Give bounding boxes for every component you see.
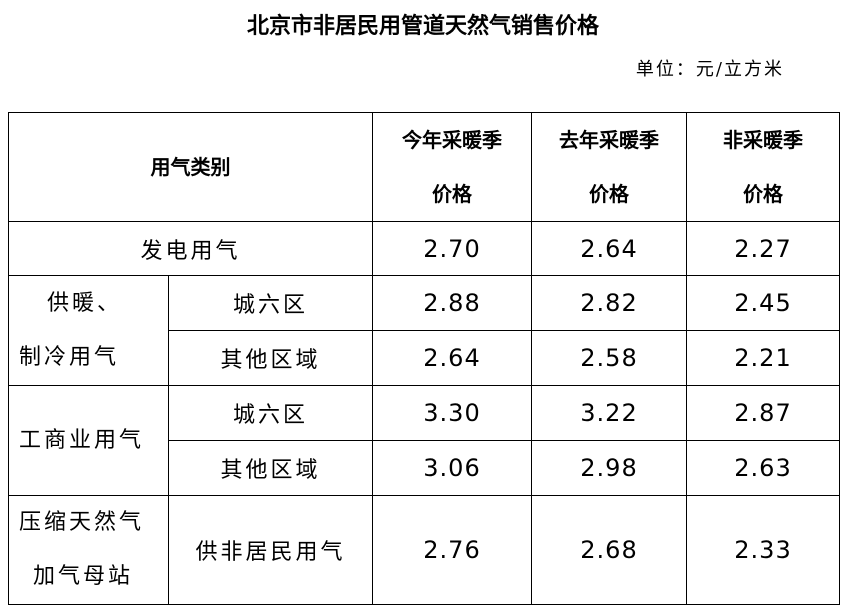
price-cell: 2.70: [372, 221, 532, 276]
price-cell: 2.63: [686, 440, 840, 496]
price-cell: 2.68: [531, 495, 687, 605]
price-table: 用气类别 今年采暖季 价格 去年采暖季 价格 非采暖季 价格 发电用气 2.70 2.…: [8, 112, 840, 605]
price-cell: 3.30: [372, 385, 532, 441]
price-cell: 2.88: [372, 275, 532, 331]
header-category: 用气类别: [8, 112, 373, 222]
price-cell: 2.64: [372, 330, 532, 386]
row-label: 发电用气: [8, 221, 373, 276]
table-row: 供暖、 制冷用气 城六区 2.88 2.82 2.45: [8, 275, 840, 386]
table-row: 其他区域 3.06 2.98 2.63: [9, 440, 840, 496]
row-label: 其他区域: [168, 440, 373, 496]
header-row: 用气类别 今年采暖季 价格 去年采暖季 价格 非采暖季 价格: [8, 112, 840, 222]
price-cell: 2.45: [686, 275, 840, 331]
header-last-heating-season: 去年采暖季 价格: [531, 112, 687, 222]
row-label: 供非居民用气: [168, 495, 373, 605]
price-cell: 2.98: [531, 440, 687, 496]
price-cell: 3.06: [372, 440, 532, 496]
unit-label: 单位：元/立方米: [635, 59, 784, 80]
price-cell: 2.87: [686, 385, 840, 441]
price-cell: 3.22: [531, 385, 687, 441]
table-row: 压缩天然气 加气母站 供非居民用气 2.76 2.68 2.33: [8, 495, 840, 605]
table-row: 发电用气 2.70 2.64 2.27: [8, 221, 840, 276]
row-label: 其他区域: [168, 330, 373, 386]
price-cell: 2.64: [531, 221, 687, 276]
price-cell: 2.82: [531, 275, 687, 331]
page-title: 北京市非居民用管道天然气销售价格: [246, 14, 599, 39]
price-cell: 2.33: [686, 495, 840, 605]
price-cell: 2.27: [686, 221, 840, 276]
price-cell: 2.58: [531, 330, 687, 386]
group-label: 供暖、 制冷用气: [8, 275, 169, 386]
header-non-heating-season: 非采暖季 价格: [686, 112, 840, 222]
row-label: 城六区: [168, 385, 373, 441]
group-label: 工商业用气: [8, 385, 169, 496]
header-this-heating-season: 今年采暖季 价格: [372, 112, 532, 222]
table-row: 工商业用气 城六区 3.30 3.22 2.87: [8, 385, 840, 496]
group-label: 压缩天然气 加气母站: [8, 495, 169, 605]
row-label: 城六区: [168, 275, 373, 331]
price-cell: 2.21: [686, 330, 840, 386]
price-cell: 2.76: [372, 495, 532, 605]
